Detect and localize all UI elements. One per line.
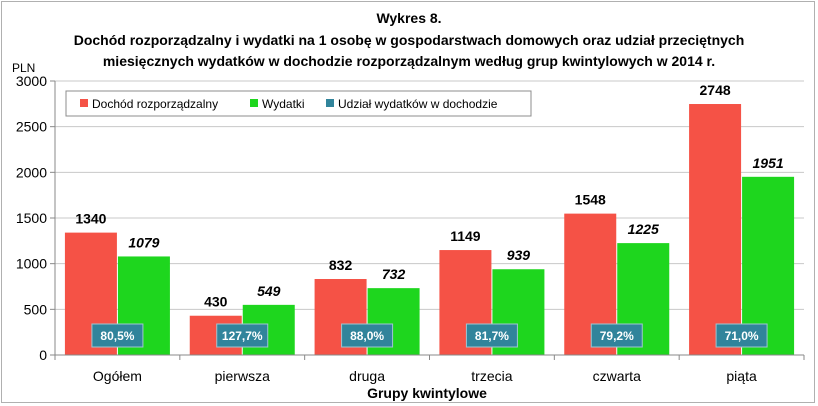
legend-label-income: Dochód rozporządzalny <box>92 97 218 111</box>
data-label-income: 430 <box>204 294 228 310</box>
bar-income <box>689 104 742 356</box>
chart-title-line3: miesięcznych wydatków w dochodzie rozpor… <box>103 53 715 69</box>
x-category-label: pierwsza <box>215 368 270 384</box>
data-label-income: 832 <box>329 257 353 273</box>
data-label-expenses: 549 <box>257 283 281 299</box>
x-category-label: czwarta <box>593 368 641 384</box>
share-badge <box>91 323 144 348</box>
legend: Dochód rozporządzalny Wydatki Udział wyd… <box>65 90 532 117</box>
data-label-income: 1340 <box>75 211 106 227</box>
data-label-expenses: 1951 <box>753 155 784 171</box>
y-tick-label: 500 <box>24 301 48 317</box>
y-axis-unit-label: PLN <box>12 61 35 75</box>
legend-label-share: Udział wydatków w dochodzie <box>338 97 498 111</box>
x-category-label: Ogółem <box>93 368 142 384</box>
data-label-income: 1548 <box>575 192 606 208</box>
data-label-income: 1149 <box>450 228 481 244</box>
y-tick-label: 2000 <box>16 164 47 180</box>
x-category-label: druga <box>349 368 385 384</box>
x-category-label: piąta <box>726 368 757 384</box>
legend-swatch-expenses <box>250 99 258 107</box>
share-badge <box>590 323 643 348</box>
data-label-share: 79,2% <box>600 329 634 343</box>
data-label-share: 81,7% <box>475 329 509 343</box>
legend-box <box>65 90 532 117</box>
share-badge <box>465 323 518 348</box>
chart-title-line2: Dochód rozporządzalny i wydatki na 1 oso… <box>74 32 745 48</box>
data-label-share: 80,5% <box>100 329 134 343</box>
chart-title-line1: Wykres 8. <box>376 10 441 26</box>
data-label-expenses: 939 <box>507 247 531 263</box>
data-label-share: 127,7% <box>222 329 263 343</box>
y-tick-label: 0 <box>39 347 47 363</box>
y-tick-label: 1500 <box>16 210 47 226</box>
legend-swatch-income <box>80 99 88 107</box>
x-axis-title: Grupy kwintylowe <box>367 385 487 401</box>
data-label-income: 2748 <box>700 82 731 98</box>
y-tick-label: 1000 <box>16 256 47 272</box>
share-badge <box>216 323 269 348</box>
legend-label-expenses: Wydatki <box>262 97 305 111</box>
data-label-expenses: 1079 <box>128 234 159 250</box>
legend-swatch-share <box>326 99 334 107</box>
share-badge <box>715 323 768 348</box>
y-tick-label: 2500 <box>16 119 47 135</box>
data-label-share: 71,0% <box>725 329 759 343</box>
x-category-label: trzecia <box>471 368 512 384</box>
data-label-expenses: 1225 <box>628 221 659 237</box>
data-label-expenses: 732 <box>382 266 406 282</box>
share-badge <box>341 323 394 348</box>
data-label-share: 88,0% <box>350 329 384 343</box>
y-tick-label: 3000 <box>16 73 47 89</box>
